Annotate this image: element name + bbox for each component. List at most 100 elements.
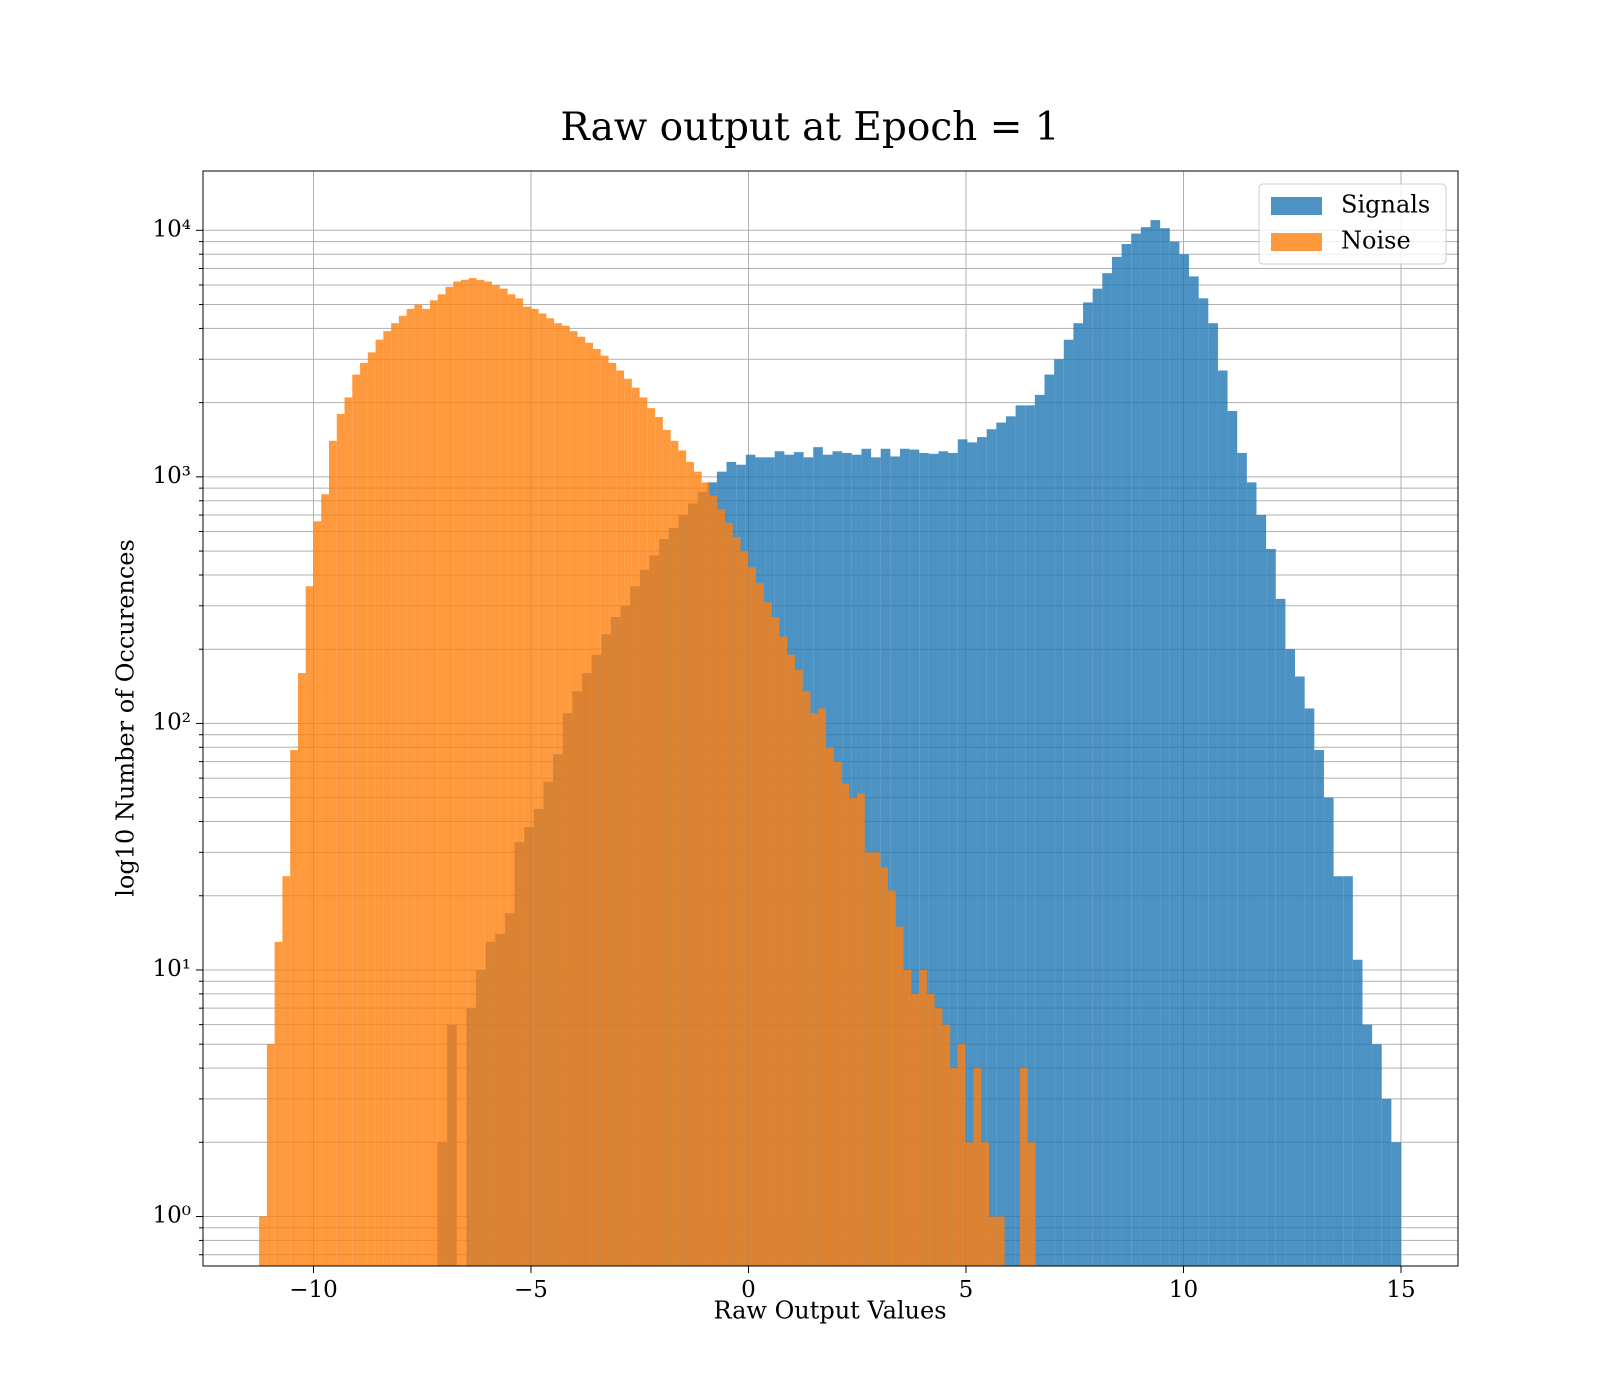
histogram-bar (259, 1216, 267, 1266)
histogram-bar (1150, 220, 1161, 1266)
histogram-bar (1005, 416, 1016, 1266)
histogram-bar (1054, 359, 1064, 1266)
histogram-bar (670, 440, 679, 1266)
histogram-bar (957, 1044, 966, 1266)
histogram-bar (996, 1216, 1005, 1266)
histogram-bar (942, 1024, 951, 1266)
histogram-bar (1391, 1142, 1402, 1266)
histogram-bar (336, 413, 345, 1266)
histogram-bar (926, 993, 935, 1266)
histogram-bar (771, 617, 780, 1266)
x-tick-label: 15 (1386, 1277, 1415, 1303)
histogram-bar (938, 451, 949, 1266)
histogram-bar (461, 279, 469, 1266)
histogram-bar (701, 482, 710, 1266)
histogram-bar (1044, 374, 1055, 1266)
y-axis-label: log10 Number of Occurences (112, 539, 140, 897)
legend: Signals Noise (1258, 183, 1447, 265)
histogram-bar (965, 1142, 974, 1266)
histogram-bar (794, 669, 803, 1266)
y-tick-label: 10⁰ (153, 1203, 192, 1229)
histogram-bar (981, 1142, 990, 1266)
histogram-bar (1217, 370, 1228, 1266)
histogram-bar (499, 288, 508, 1266)
histogram-bar (967, 442, 978, 1266)
histogram-bar (655, 416, 663, 1266)
histogram-bar (1237, 452, 1247, 1266)
histogram-bar (725, 522, 733, 1266)
histogram-bar (1025, 405, 1035, 1266)
histogram-bar (1381, 1098, 1392, 1266)
histogram-bar (429, 300, 438, 1266)
histogram-bar (1256, 515, 1267, 1266)
x-axis-label: Raw Output Values (713, 1297, 946, 1325)
histogram-bar (1333, 876, 1344, 1266)
histogram-bar (266, 1044, 275, 1266)
histogram-bar (1073, 323, 1084, 1266)
histogram-bar (1111, 256, 1122, 1266)
histogram-bar (1343, 876, 1353, 1266)
x-tick-label: −10 (289, 1277, 338, 1303)
histogram-bar (305, 586, 314, 1266)
histogram-bar (639, 397, 648, 1266)
histogram-bar (468, 278, 477, 1266)
histogram-bar (950, 1068, 958, 1266)
histogram-bar (977, 437, 987, 1266)
y-tick-label: 10³ (153, 463, 192, 489)
histogram-bar (857, 793, 865, 1266)
x-tick-label: 10 (1169, 1277, 1198, 1303)
histogram-bar (880, 448, 891, 1266)
histogram-bar (321, 494, 330, 1266)
histogram-bar (360, 362, 368, 1266)
histogram-bar (1208, 323, 1218, 1266)
histogram-bar (825, 747, 834, 1266)
histogram-bar (1015, 405, 1026, 1266)
legend-swatch (1271, 197, 1322, 215)
histogram-bar (577, 336, 586, 1266)
histogram-bar (802, 691, 811, 1266)
histogram-bar (717, 509, 726, 1266)
histogram-bar (1304, 708, 1315, 1266)
histogram-bar (1362, 1024, 1373, 1266)
y-tick-label: 10¹ (153, 956, 192, 982)
histogram-bar (996, 422, 1006, 1266)
histogram-bar (833, 761, 842, 1266)
histogram-bar (779, 636, 788, 1266)
histogram-bar (849, 797, 858, 1266)
histogram-bar (561, 325, 570, 1266)
histogram-bar (903, 969, 912, 1266)
histogram-bar (678, 450, 687, 1266)
histogram-bar (864, 852, 873, 1266)
histogram-bar (1246, 482, 1257, 1266)
histogram-bar (616, 370, 625, 1266)
histogram-bar (523, 306, 531, 1266)
histogram-bar (313, 521, 322, 1266)
histogram-bar (1160, 228, 1170, 1266)
histogram-bar (888, 890, 896, 1266)
chart-title: Raw output at Epoch = 1 (560, 105, 1059, 150)
plot-frame (202, 170, 1459, 1267)
histogram-bar (631, 387, 640, 1266)
histogram-bar (1169, 241, 1180, 1266)
histogram-bar (290, 750, 298, 1266)
histogram-bar (515, 298, 524, 1266)
histogram-bar (1121, 243, 1132, 1266)
x-tick-label: 5 (959, 1277, 974, 1303)
histogram-bar (1227, 410, 1238, 1266)
histogram-bar (453, 281, 462, 1266)
histogram-bar (1020, 1068, 1028, 1266)
histogram-bar (973, 1068, 982, 1266)
histogram-bar (1063, 339, 1074, 1266)
legend-label: Signals (1341, 191, 1430, 219)
histogram-bar (647, 408, 656, 1266)
histogram-bar (895, 926, 904, 1266)
histogram-bar (1034, 394, 1045, 1266)
histogram-bar (445, 286, 454, 1266)
histogram-bar (756, 583, 764, 1266)
histogram-bar (818, 708, 826, 1266)
histogram-bar (352, 374, 361, 1266)
histogram-bar (383, 331, 392, 1266)
histogram-bar (986, 429, 997, 1266)
bars (259, 220, 1402, 1266)
